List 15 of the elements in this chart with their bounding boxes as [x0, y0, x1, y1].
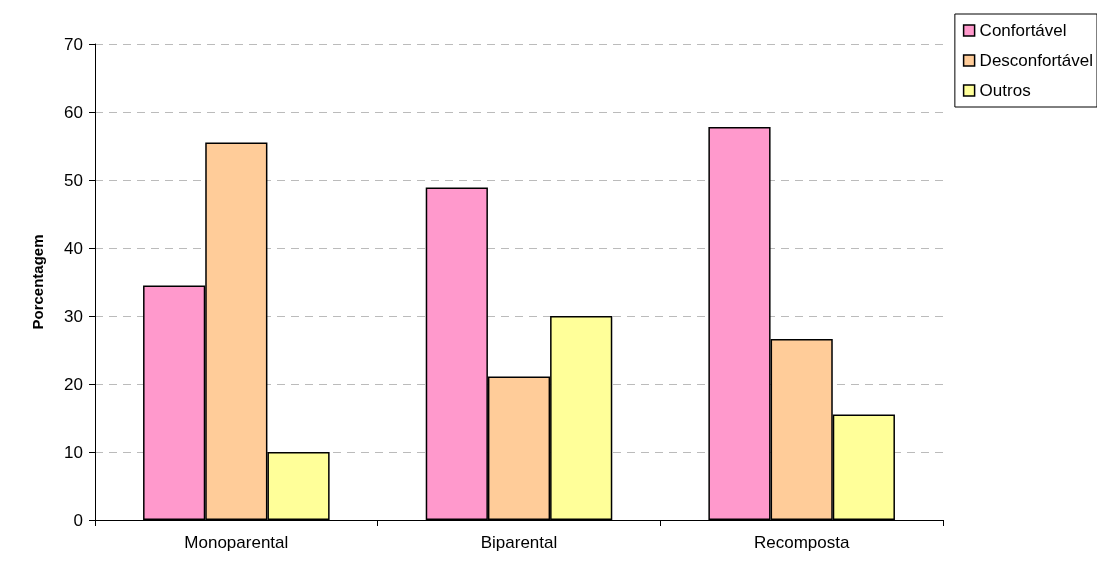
- x-tick-label: Monoparental: [184, 533, 289, 552]
- y-tick-label: 70: [64, 34, 83, 54]
- legend-label: Outros: [979, 81, 1031, 100]
- legend-label: Desconfortável: [979, 51, 1093, 70]
- y-tick-label: 50: [64, 170, 83, 190]
- y-tick-label: 0: [73, 510, 83, 530]
- y-tick-label: 30: [64, 306, 83, 326]
- x-tick-label: Recomposta: [753, 533, 850, 552]
- x-tick-label: Biparental: [480, 533, 558, 552]
- y-tick-label: 10: [64, 442, 83, 462]
- y-axis-title: Porcentagem: [29, 234, 46, 330]
- y-tick-label: 20: [64, 374, 83, 394]
- y-tick-label: 60: [64, 102, 83, 122]
- legend-label: Confortável: [979, 21, 1067, 40]
- y-tick-label: 40: [64, 238, 83, 258]
